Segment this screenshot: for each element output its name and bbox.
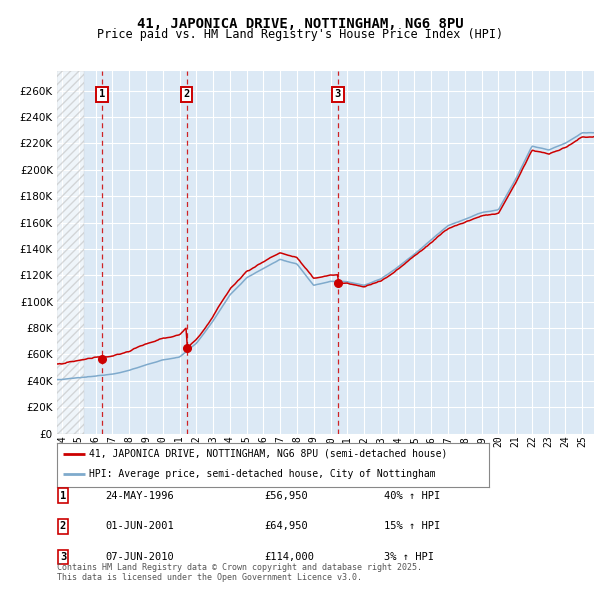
Text: £56,950: £56,950 <box>264 491 308 500</box>
Text: Contains HM Land Registry data © Crown copyright and database right 2025.
This d: Contains HM Land Registry data © Crown c… <box>57 563 422 582</box>
Text: 1: 1 <box>99 90 105 99</box>
Text: 15% ↑ HPI: 15% ↑ HPI <box>384 522 440 531</box>
Text: 3% ↑ HPI: 3% ↑ HPI <box>384 552 434 562</box>
Text: 24-MAY-1996: 24-MAY-1996 <box>105 491 174 500</box>
Text: 3: 3 <box>60 552 66 562</box>
Text: 07-JUN-2010: 07-JUN-2010 <box>105 552 174 562</box>
Text: 01-JUN-2001: 01-JUN-2001 <box>105 522 174 531</box>
Text: 2: 2 <box>184 90 190 99</box>
Text: 41, JAPONICA DRIVE, NOTTINGHAM, NG6 8PU: 41, JAPONICA DRIVE, NOTTINGHAM, NG6 8PU <box>137 17 463 31</box>
Text: 3: 3 <box>335 90 341 99</box>
Text: 40% ↑ HPI: 40% ↑ HPI <box>384 491 440 500</box>
Text: 1: 1 <box>60 491 66 500</box>
Text: HPI: Average price, semi-detached house, City of Nottingham: HPI: Average price, semi-detached house,… <box>89 470 436 479</box>
Text: Price paid vs. HM Land Registry's House Price Index (HPI): Price paid vs. HM Land Registry's House … <box>97 28 503 41</box>
Text: £64,950: £64,950 <box>264 522 308 531</box>
Text: 2: 2 <box>60 522 66 531</box>
Text: 41, JAPONICA DRIVE, NOTTINGHAM, NG6 8PU (semi-detached house): 41, JAPONICA DRIVE, NOTTINGHAM, NG6 8PU … <box>89 448 448 458</box>
Text: £114,000: £114,000 <box>264 552 314 562</box>
